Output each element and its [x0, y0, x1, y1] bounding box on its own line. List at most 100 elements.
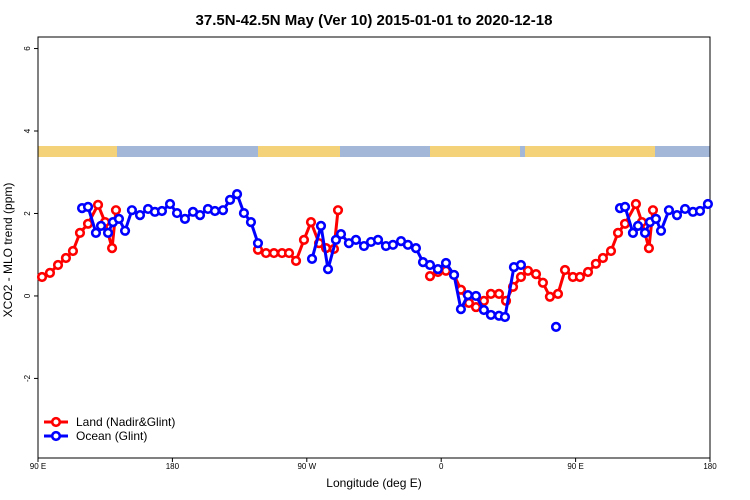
data-point	[92, 199, 104, 210]
data-point	[424, 271, 436, 282]
data-point	[60, 252, 72, 264]
data-point	[245, 217, 257, 228]
y-tick-label: -2	[23, 374, 32, 382]
data-point	[332, 205, 344, 216]
data-point	[171, 207, 183, 219]
legend-label: Land (Nadir&Glint)	[76, 415, 175, 429]
data-point	[485, 309, 497, 321]
data-point	[372, 234, 384, 245]
data-point	[113, 213, 125, 224]
y-tick-label: 6	[23, 46, 32, 51]
data-point	[194, 210, 206, 221]
data-point	[102, 227, 114, 238]
data-point	[440, 257, 452, 269]
legend: Land (Nadir&Glint)Ocean (Glint)	[44, 415, 175, 443]
data-point	[550, 321, 562, 332]
data-point	[424, 259, 436, 271]
data-point	[632, 220, 644, 231]
y-axis-label: XCO2 - MLO trend (ppm)	[1, 183, 15, 318]
data-point	[462, 290, 474, 301]
data-point	[515, 271, 527, 283]
data-point	[315, 220, 327, 231]
plot-frame	[37, 36, 711, 459]
data-point	[90, 227, 102, 238]
data-point	[156, 205, 168, 217]
data-point	[106, 243, 118, 254]
data-point	[387, 239, 399, 250]
y-tick-label: 4	[23, 128, 32, 133]
data-point	[119, 225, 131, 236]
data-point	[582, 266, 594, 278]
data-point	[559, 264, 571, 276]
data-point	[82, 218, 94, 229]
x-tick-label: 0	[439, 462, 444, 471]
data-point	[552, 288, 564, 299]
data-point	[612, 227, 624, 238]
data-point	[702, 198, 714, 210]
data-point	[44, 267, 56, 278]
data-point	[485, 288, 497, 299]
data-point	[224, 194, 236, 205]
data-point	[647, 205, 659, 216]
data-point	[694, 205, 706, 217]
data-point	[126, 205, 138, 216]
y-tick-label: 0	[23, 293, 32, 298]
series-line	[310, 225, 522, 319]
data-point	[619, 201, 631, 212]
data-point	[110, 205, 122, 216]
data-point	[322, 264, 334, 275]
data-point	[209, 205, 221, 217]
data-point	[268, 247, 280, 259]
data-point	[306, 253, 318, 264]
data-point	[619, 218, 631, 229]
legend-marker	[50, 430, 62, 442]
data-point	[499, 311, 511, 323]
data-point	[350, 234, 362, 245]
data-point	[627, 227, 639, 238]
data-point	[36, 271, 48, 283]
y-tick-label: 2	[23, 211, 32, 216]
data-point	[252, 238, 264, 249]
data-point	[515, 259, 527, 271]
data-point	[283, 247, 295, 259]
x-tick-label: 180	[166, 462, 180, 471]
data-point	[663, 205, 675, 216]
data-point	[82, 201, 94, 212]
data-point	[643, 243, 655, 254]
data-point	[134, 210, 146, 221]
map-strip	[38, 146, 710, 157]
data-point	[67, 245, 79, 257]
data-point	[597, 252, 609, 264]
data-point	[470, 301, 482, 313]
data-point	[410, 243, 422, 254]
data-point	[305, 217, 317, 228]
data-point	[544, 291, 556, 302]
data-point	[402, 239, 413, 250]
data-point	[95, 220, 107, 231]
data-point	[238, 207, 250, 219]
legend-marker	[50, 416, 62, 428]
data-point	[530, 268, 542, 280]
data-point	[260, 247, 272, 259]
data-point	[630, 198, 642, 210]
data-point	[470, 290, 482, 302]
legend-label: Ocean (Glint)	[76, 429, 147, 443]
data-point	[231, 189, 243, 200]
x-tick-label: 90 E	[567, 462, 583, 471]
data-point	[478, 304, 490, 316]
data-point	[605, 245, 617, 257]
data-point	[671, 210, 683, 221]
data-point	[639, 227, 651, 238]
data-point	[679, 203, 691, 215]
data-point	[448, 269, 460, 281]
data-point	[493, 288, 505, 299]
data-point	[655, 225, 667, 236]
data-point	[74, 227, 86, 238]
data-point	[522, 265, 534, 276]
x-tick-label: 90 W	[297, 462, 316, 471]
data-point	[298, 234, 310, 245]
data-point	[217, 205, 229, 216]
data-point	[574, 271, 586, 283]
x-axis-label: Longitude (deg E)	[326, 476, 421, 490]
